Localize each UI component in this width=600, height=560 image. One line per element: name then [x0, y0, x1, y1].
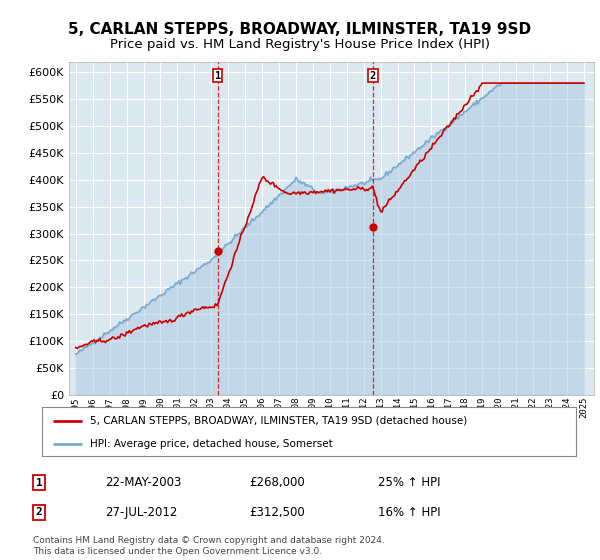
Text: 16% ↑ HPI: 16% ↑ HPI: [378, 506, 440, 519]
Text: Price paid vs. HM Land Registry's House Price Index (HPI): Price paid vs. HM Land Registry's House …: [110, 38, 490, 50]
Text: 2: 2: [370, 71, 376, 81]
Text: 5, CARLAN STEPPS, BROADWAY, ILMINSTER, TA19 9SD: 5, CARLAN STEPPS, BROADWAY, ILMINSTER, T…: [68, 22, 532, 38]
Text: HPI: Average price, detached house, Somerset: HPI: Average price, detached house, Some…: [90, 439, 333, 449]
Text: Contains HM Land Registry data © Crown copyright and database right 2024.
This d: Contains HM Land Registry data © Crown c…: [33, 536, 385, 556]
Text: 27-JUL-2012: 27-JUL-2012: [105, 506, 178, 519]
Text: £312,500: £312,500: [249, 506, 305, 519]
Text: 2: 2: [35, 507, 43, 517]
Text: 5, CARLAN STEPPS, BROADWAY, ILMINSTER, TA19 9SD (detached house): 5, CARLAN STEPPS, BROADWAY, ILMINSTER, T…: [90, 416, 467, 426]
Text: 1: 1: [35, 478, 43, 488]
Text: 1: 1: [215, 71, 221, 81]
Text: 25% ↑ HPI: 25% ↑ HPI: [378, 476, 440, 489]
Text: 22-MAY-2003: 22-MAY-2003: [105, 476, 181, 489]
Text: £268,000: £268,000: [249, 476, 305, 489]
